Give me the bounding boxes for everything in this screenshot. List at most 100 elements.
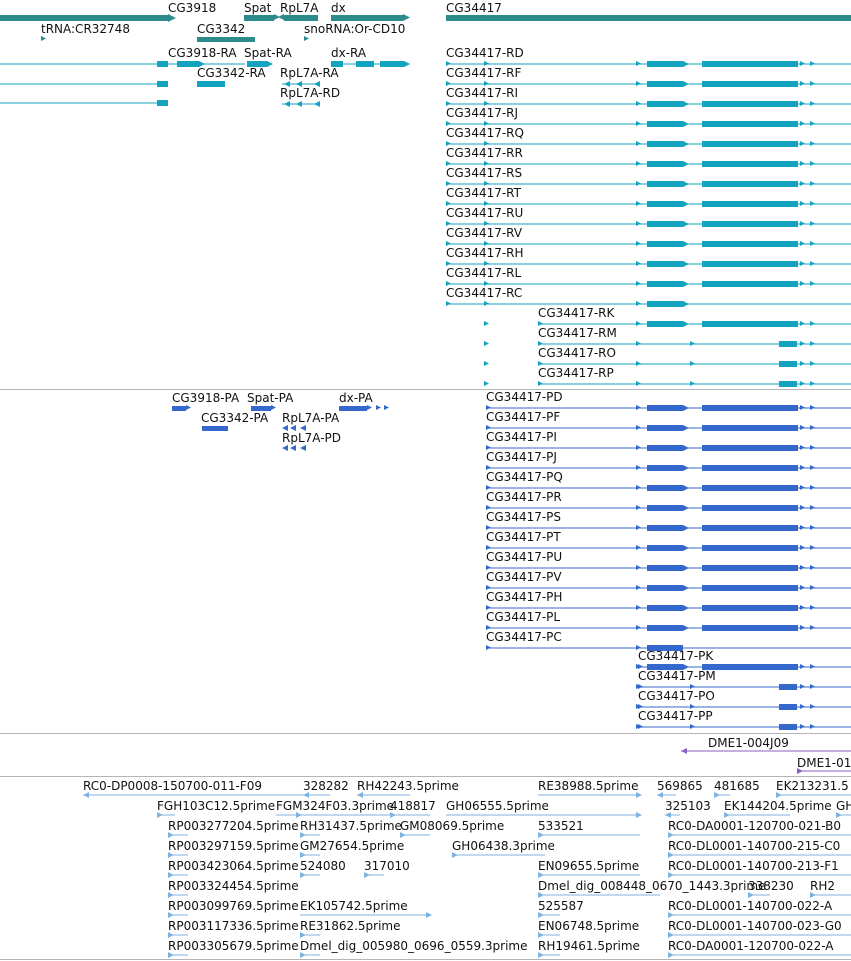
gene-label[interactable]: CG3918	[168, 1, 217, 15]
est-label[interactable]: 328282	[303, 779, 349, 793]
protein-label[interactable]: CG34417-PS	[486, 510, 562, 524]
est-label[interactable]: 569865	[657, 779, 703, 793]
transcript-label[interactable]: CG34417-RO	[538, 346, 616, 360]
transcript-label[interactable]: CG34417-RK	[538, 306, 615, 320]
protein-label[interactable]: CG34417-PI	[486, 430, 557, 444]
est-label[interactable]: 338230	[748, 879, 794, 893]
protein-label[interactable]: CG34417-PO	[638, 689, 715, 703]
est-label[interactable]: RC0-DL0001-140700-022-A	[668, 899, 833, 913]
transcript-label[interactable]: CG34417-RP	[538, 366, 614, 380]
est-label[interactable]: RP003117336.5prime	[168, 919, 299, 933]
est-label[interactable]: RP003277204.5prime	[168, 819, 299, 833]
transcript-label[interactable]: CG34417-RD	[446, 46, 524, 60]
protein-label[interactable]: Spat-PA	[247, 391, 294, 405]
est-label[interactable]: RC0-DL0001-140700-215-C0	[668, 839, 841, 853]
est-label[interactable]: GH06438.3prime	[452, 839, 555, 853]
transcript-label[interactable]: CG34417-RH	[446, 246, 524, 260]
transcript-label[interactable]: CG34417-RR	[446, 146, 523, 160]
est-label[interactable]: Dmel_dig_005980_0696_0559.3prime	[300, 939, 528, 953]
transcript-label[interactable]: RpL7A-RD	[280, 86, 341, 100]
transcript-label[interactable]: CG34417-RM	[538, 326, 617, 340]
est-label[interactable]: Dmel_dig_008448_0670_1443.3prime	[538, 879, 766, 893]
transcript-label[interactable]: CG34417-RS	[446, 166, 523, 180]
gene-label[interactable]: dx	[331, 1, 346, 15]
protein-label[interactable]: CG34417-PP	[638, 709, 713, 723]
est-label[interactable]: RP003305679.5prime	[168, 939, 299, 953]
est-label[interactable]: FGM324F03.3prime	[276, 799, 395, 813]
insertion-label[interactable]: DME1-004J09	[708, 736, 789, 750]
est-label[interactable]: RE38988.5prime	[538, 779, 639, 793]
est-label[interactable]: RH31437.5prime	[300, 819, 402, 833]
est-label[interactable]: 533521	[538, 819, 584, 833]
est-label[interactable]: RP003423064.5prime	[168, 859, 299, 873]
protein-label[interactable]: CG34417-PT	[486, 530, 561, 544]
est-label[interactable]: 481685	[714, 779, 760, 793]
transcript-label[interactable]: CG34417-RC	[446, 286, 523, 300]
gene-label[interactable]: tRNA:CR32748	[41, 22, 130, 36]
est-label[interactable]: 317010	[364, 859, 410, 873]
est-label[interactable]: EK213231.5	[776, 779, 849, 793]
est-label[interactable]: GM08069.5prime	[400, 819, 505, 833]
est-label[interactable]: RE31862.5prime	[300, 919, 401, 933]
protein-label[interactable]: CG34417-PH	[486, 590, 563, 604]
est-label[interactable]: 325103	[665, 799, 711, 813]
est-label[interactable]: RH42243.5prime	[357, 779, 459, 793]
est-label[interactable]: RC0-DL0001-140700-023-G0	[668, 919, 842, 933]
protein-label[interactable]: RpL7A-PD	[282, 431, 342, 445]
transcript-label[interactable]: CG3342-RA	[197, 66, 266, 80]
transcript-label[interactable]: dx-RA	[331, 46, 367, 60]
protein-label[interactable]: CG34417-PF	[486, 410, 561, 424]
gene-label[interactable]: Spat	[244, 1, 272, 15]
est-label[interactable]: EK105742.5prime	[300, 899, 408, 913]
est-label[interactable]: GH	[836, 799, 851, 813]
est-label[interactable]: EN06748.5prime	[538, 919, 640, 933]
gene-label[interactable]: snoRNA:Or-CD10	[304, 22, 406, 36]
transcript-label[interactable]: CG34417-RQ	[446, 126, 524, 140]
est-label[interactable]: EN09655.5prime	[538, 859, 640, 873]
protein-label[interactable]: CG3342-PA	[201, 411, 269, 425]
est-label[interactable]: RC0-DL0001-140700-213-F1	[668, 859, 839, 873]
protein-label[interactable]: CG3918-PA	[172, 391, 240, 405]
gene-label[interactable]: CG3342	[197, 22, 246, 36]
est-label[interactable]: 524080	[300, 859, 346, 873]
est-label[interactable]: RC0-DA0001-120700-022-A	[668, 939, 834, 953]
transcript-label[interactable]: CG34417-RI	[446, 86, 519, 100]
protein-label[interactable]: CG34417-PJ	[486, 450, 557, 464]
transcript-label[interactable]: CG34417-RL	[446, 266, 522, 280]
protein-label[interactable]: CG34417-PK	[638, 649, 714, 663]
transcript-label[interactable]: RpL7A-RA	[280, 66, 339, 80]
est-label[interactable]: RH2	[810, 879, 835, 893]
est-label[interactable]: RP003099769.5prime	[168, 899, 299, 913]
transcript-label[interactable]: CG3918-RA	[168, 46, 237, 60]
protein-label[interactable]: RpL7A-PA	[282, 411, 340, 425]
insertion-label[interactable]: DME1-01	[797, 756, 851, 770]
est-label[interactable]: RC0-DP0008-150700-011-F09	[83, 779, 262, 793]
protein-label[interactable]: dx-PA	[339, 391, 373, 405]
transcript-label[interactable]: Spat-RA	[244, 46, 292, 60]
protein-label[interactable]: CG34417-PD	[486, 390, 563, 404]
est-label[interactable]: FGH103C12.5prime	[157, 799, 276, 813]
protein-label[interactable]: CG34417-PU	[486, 550, 563, 564]
protein-label[interactable]: CG34417-PC	[486, 630, 562, 644]
est-label[interactable]: RP003297159.5prime	[168, 839, 299, 853]
transcript-label[interactable]: CG34417-RT	[446, 186, 521, 200]
protein-label[interactable]: CG34417-PQ	[486, 470, 563, 484]
protein-label[interactable]: CG34417-PR	[486, 490, 562, 504]
protein-label[interactable]: CG34417-PM	[638, 669, 716, 683]
transcript-label[interactable]: CG34417-RJ	[446, 106, 519, 120]
transcript-label[interactable]: CG34417-RF	[446, 66, 522, 80]
est-label[interactable]: RP003324454.5prime	[168, 879, 299, 893]
est-label[interactable]: GH06555.5prime	[446, 799, 549, 813]
transcript-label[interactable]: CG34417-RU	[446, 206, 524, 220]
est-label[interactable]: RH19461.5prime	[538, 939, 640, 953]
protein-label[interactable]: CG34417-PL	[486, 610, 561, 624]
est-label[interactable]: 418817	[390, 799, 436, 813]
protein-label[interactable]: CG34417-PV	[486, 570, 562, 584]
gene-label[interactable]: RpL7A	[280, 1, 319, 15]
est-label[interactable]: GM27654.5prime	[300, 839, 405, 853]
est-label[interactable]: RC0-DA0001-120700-021-B0	[668, 819, 842, 833]
est-label[interactable]: 525587	[538, 899, 584, 913]
gene-label[interactable]: CG34417	[446, 1, 502, 15]
transcript-label[interactable]: CG34417-RV	[446, 226, 523, 240]
est-label[interactable]: EK144204.5prime	[724, 799, 832, 813]
